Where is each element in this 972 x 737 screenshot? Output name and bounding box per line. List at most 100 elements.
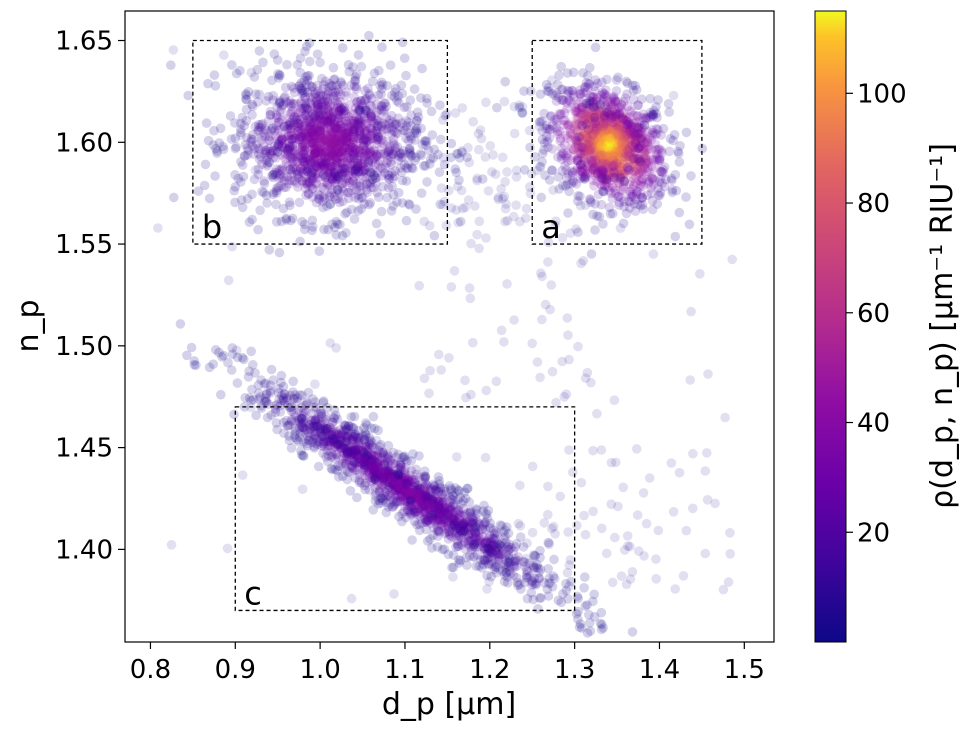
data-point xyxy=(637,174,648,185)
data-point xyxy=(642,157,652,167)
data-point xyxy=(499,337,509,347)
data-point xyxy=(609,148,620,158)
data-point xyxy=(509,128,520,139)
data-point xyxy=(561,165,571,175)
data-point xyxy=(554,184,564,194)
data-point xyxy=(593,189,604,200)
data-point xyxy=(658,164,669,175)
data-point xyxy=(222,543,233,554)
data-point xyxy=(596,123,606,134)
data-point xyxy=(550,90,560,101)
data-point xyxy=(535,89,546,99)
data-point xyxy=(563,330,573,341)
data-point xyxy=(629,110,639,121)
data-point xyxy=(627,80,638,91)
data-point xyxy=(629,199,639,209)
data-point xyxy=(572,520,582,531)
data-point xyxy=(606,100,616,110)
data-point xyxy=(607,113,618,123)
data-point xyxy=(603,130,613,141)
data-point xyxy=(327,161,337,172)
data-point xyxy=(617,143,628,154)
data-point xyxy=(581,172,591,182)
data-point xyxy=(537,134,548,145)
data-point xyxy=(595,112,606,122)
data-point xyxy=(619,196,629,207)
data-point xyxy=(632,144,642,154)
data-point xyxy=(588,148,599,159)
data-point xyxy=(487,167,497,177)
data-point xyxy=(603,135,613,145)
data-point xyxy=(511,200,521,210)
data-point xyxy=(362,420,372,430)
data-point xyxy=(577,163,588,173)
data-point xyxy=(598,137,608,147)
data-point xyxy=(311,179,322,189)
data-point xyxy=(616,176,626,187)
data-point xyxy=(619,136,630,146)
data-point xyxy=(395,122,406,132)
data-point xyxy=(594,129,605,139)
data-point xyxy=(653,183,663,193)
data-point xyxy=(592,104,603,114)
data-point xyxy=(551,96,562,106)
data-point xyxy=(631,85,642,95)
data-point xyxy=(435,100,445,110)
data-point xyxy=(586,249,597,259)
data-point xyxy=(626,107,637,117)
data-point xyxy=(468,337,478,348)
data-point xyxy=(589,81,599,92)
data-point xyxy=(688,503,698,514)
data-point xyxy=(251,410,261,421)
data-point xyxy=(546,111,556,121)
data-point xyxy=(637,176,647,187)
data-point xyxy=(590,106,601,117)
data-point xyxy=(610,138,621,149)
data-point xyxy=(497,152,508,163)
data-point xyxy=(600,133,610,143)
data-point xyxy=(272,424,282,435)
data-point xyxy=(401,133,411,143)
data-point xyxy=(573,136,584,146)
data-point xyxy=(583,113,594,123)
data-point xyxy=(608,138,619,148)
data-point xyxy=(641,158,652,169)
x-tick-label: 1.5 xyxy=(724,655,765,685)
data-point xyxy=(673,148,684,159)
data-point xyxy=(649,174,660,185)
data-point xyxy=(558,95,568,105)
data-point xyxy=(175,319,186,329)
data-point xyxy=(469,539,480,550)
data-point xyxy=(630,129,640,139)
data-point xyxy=(382,449,393,460)
data-point xyxy=(246,67,257,78)
data-point xyxy=(573,341,583,352)
data-point xyxy=(541,123,551,134)
data-point xyxy=(601,116,611,126)
data-point xyxy=(588,209,598,220)
data-point xyxy=(598,186,609,197)
data-point xyxy=(299,219,310,230)
data-point xyxy=(491,376,502,387)
data-point xyxy=(267,123,278,134)
data-point xyxy=(601,131,612,142)
data-point xyxy=(549,554,559,565)
data-point xyxy=(210,171,220,181)
data-point xyxy=(533,604,543,614)
data-point xyxy=(253,143,264,154)
data-point xyxy=(638,488,649,498)
data-point xyxy=(651,574,661,584)
data-point xyxy=(584,108,595,118)
data-point xyxy=(557,356,567,367)
data-point xyxy=(702,448,712,458)
data-point xyxy=(654,177,665,187)
data-point xyxy=(657,166,667,177)
data-point xyxy=(611,155,621,165)
data-point xyxy=(599,171,609,181)
data-point xyxy=(302,166,312,176)
data-point xyxy=(616,154,626,164)
data-point xyxy=(611,131,621,142)
data-point xyxy=(496,184,506,194)
data-point xyxy=(577,102,588,113)
data-point xyxy=(429,481,440,492)
